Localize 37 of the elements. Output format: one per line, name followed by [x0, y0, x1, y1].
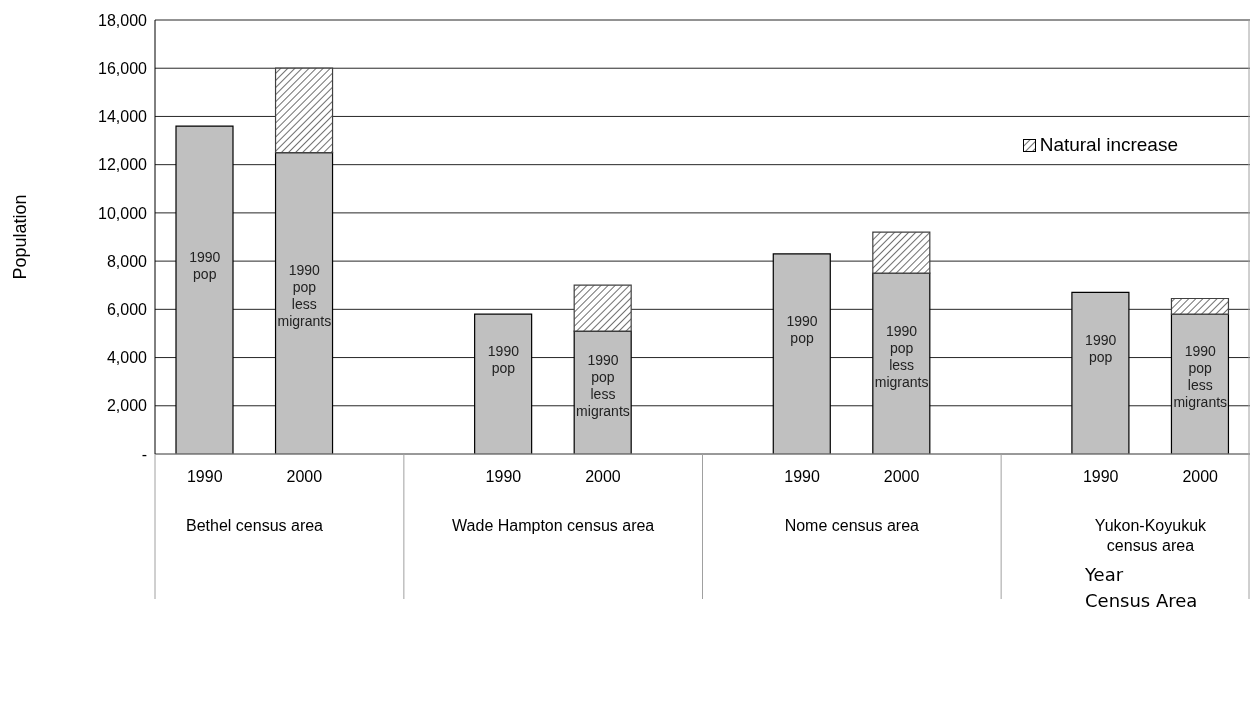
y-tick-label: 18,000	[98, 11, 148, 29]
bar	[274, 67, 334, 154]
y-tick-label: 8,000	[106, 252, 148, 270]
x-tick-label: 2000	[883, 468, 920, 485]
y-tick-label: 2,000	[106, 397, 148, 415]
x-tick-label: 2000	[286, 468, 323, 485]
annotation: 1990 pop	[487, 343, 520, 377]
annotation: 1990 pop less migrants	[576, 351, 630, 419]
text: Bethel census area	[186, 516, 324, 536]
text: Yukon-Koyukuk census area	[1093, 516, 1208, 556]
y-tick-label: 10,000	[98, 204, 148, 222]
annotation: 1990 pop	[189, 249, 221, 283]
annotation: 1990 pop less migrants	[874, 322, 929, 390]
y-tick-label: -	[141, 445, 147, 463]
y-tick-label: 6,000	[106, 301, 148, 319]
annotation: 1990 pop	[786, 312, 818, 346]
legend-label: Natural increase	[1038, 134, 1178, 156]
x-axis-title: Year Census Area	[1085, 563, 1198, 613]
x-tick-label: 1990	[1082, 468, 1119, 485]
y-axis-title: Population	[10, 194, 31, 280]
y-tick-label: 4,000	[106, 349, 148, 367]
bar	[872, 231, 931, 274]
annotation: 1990 pop	[1085, 332, 1117, 366]
y-tick-label: 14,000	[98, 108, 148, 126]
x-tick-label: 2000	[1182, 468, 1219, 485]
x-tick-label: 1990	[186, 468, 223, 485]
bar	[1170, 297, 1230, 315]
text: Nome census area	[784, 516, 919, 536]
annotation: 1990 pop less migrants	[1173, 343, 1228, 411]
x-tick-label: 1990	[784, 468, 820, 485]
x-tick-label: 1990	[485, 468, 522, 485]
y-tick-label: 16,000	[98, 59, 148, 77]
bar	[573, 284, 632, 332]
x-tick-label: 2000	[585, 468, 621, 485]
text: Wade Hampton census area	[452, 516, 655, 536]
annotation: 1990 pop less migrants	[277, 262, 332, 330]
y-tick-label: 12,000	[98, 156, 148, 174]
